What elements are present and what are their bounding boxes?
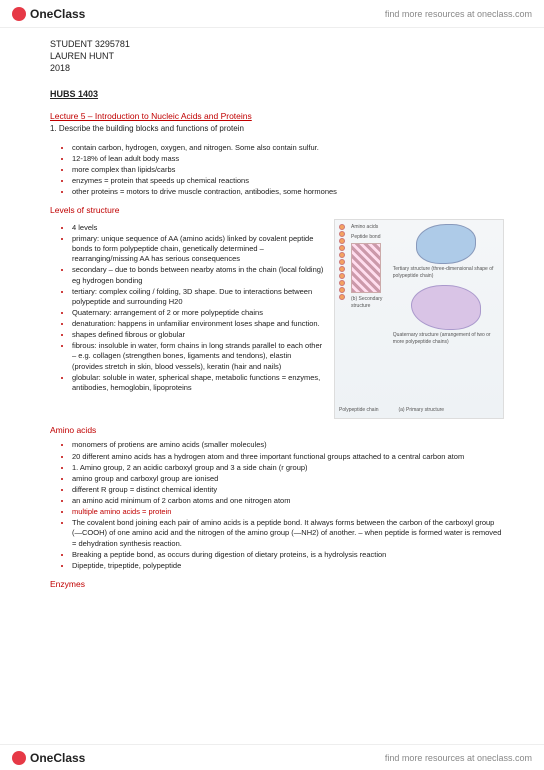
header-tagline: find more resources at oneclass.com — [385, 9, 532, 19]
tertiary-blob-icon — [416, 224, 476, 264]
list-item: Quaternary: arrangement of 2 or more pol… — [72, 308, 324, 318]
list-item: The covalent bond joining each pair of a… — [72, 518, 504, 548]
lecture-title: Lecture 5 – Introduction to Nucleic Acid… — [50, 111, 504, 122]
list-item: fibrous: insoluble in water, form chains… — [72, 341, 324, 371]
protein-structure-diagram: Amino acids Peptide bond (b) Secondary s… — [334, 219, 504, 419]
document-body: STUDENT 3295781 LAUREN HUNT 2018 HUBS 14… — [0, 28, 544, 590]
diagram-label: Polypeptide chain — [339, 407, 378, 414]
list-item: globular: soluble in water, spherical sh… — [72, 373, 324, 393]
page-header: OneClass find more resources at oneclass… — [0, 0, 544, 28]
amino-list: monomers of protiens are amino acids (sm… — [50, 440, 504, 571]
course-code: HUBS 1403 — [50, 88, 504, 100]
primary-chain-icon — [339, 224, 345, 405]
levels-diagram-col: Amino acids Peptide bond (b) Secondary s… — [334, 219, 504, 419]
logo-icon — [12, 7, 26, 21]
student-id: STUDENT 3295781 — [50, 38, 504, 50]
logo-icon — [12, 751, 26, 765]
brand-name: OneClass — [30, 7, 85, 21]
list-item: more complex than lipids/carbs — [72, 165, 504, 175]
list-item: an amino acid minimum of 2 carbon atoms … — [72, 496, 504, 506]
footer-logo: OneClass — [12, 751, 85, 765]
diagram-label: Tertiary structure (three-dimensional sh… — [393, 266, 499, 280]
list-item: primary: unique sequence of AA (amino ac… — [72, 234, 324, 264]
lecture-objective: 1. Describe the building blocks and func… — [50, 124, 504, 135]
diagram-label: (b) Secondary structure — [351, 296, 387, 310]
diagram-label: (a) Primary structure — [398, 407, 444, 414]
brand-logo: OneClass — [12, 7, 85, 21]
list-item: Breaking a peptide bond, as occurs durin… — [72, 550, 504, 560]
list-item: 20 different amino acids has a hydrogen … — [72, 452, 504, 462]
list-item: enzymes = protein that speeds up chemica… — [72, 176, 504, 186]
list-item: different R group = distinct chemical id… — [72, 485, 504, 495]
levels-list: 4 levels primary: unique sequence of AA … — [50, 223, 324, 393]
list-item: 1. Amino group, 2 an acidic carboxyl gro… — [72, 463, 504, 473]
footer-brand-name: OneClass — [30, 751, 85, 765]
list-item: shapes defined fibrous or globular — [72, 330, 324, 340]
student-block: STUDENT 3295781 LAUREN HUNT 2018 — [50, 38, 504, 74]
list-item: 12-18% of lean adult body mass — [72, 154, 504, 164]
levels-text-col: 4 levels primary: unique sequence of AA … — [50, 219, 324, 419]
diagram-label: Peptide bond — [351, 234, 387, 241]
footer-tagline: find more resources at oneclass.com — [385, 753, 532, 763]
list-item: multiple amino acids = protein — [72, 507, 504, 517]
list-item: monomers of protiens are amino acids (sm… — [72, 440, 504, 450]
diagram-label: Amino acids — [351, 224, 387, 231]
list-item: amino group and carboxyl group are ionis… — [72, 474, 504, 484]
student-year: 2018 — [50, 62, 504, 74]
list-item: denaturation: happens in unfamiliar envi… — [72, 319, 324, 329]
section-heading-levels: Levels of structure — [50, 205, 504, 216]
section-heading-enzymes: Enzymes — [50, 579, 504, 590]
helix-icon — [351, 243, 381, 293]
diagram-label: Quaternary structure (arrangement of two… — [393, 332, 499, 346]
list-item: 4 levels — [72, 223, 324, 233]
list-item: contain carbon, hydrogen, oxygen, and ni… — [72, 143, 504, 153]
list-item: secondary – due to bonds between nearby … — [72, 265, 324, 285]
list-item: Dipeptide, tripeptide, polypeptide — [72, 561, 504, 571]
levels-columns: 4 levels primary: unique sequence of AA … — [50, 219, 504, 419]
amino-section: monomers of protiens are amino acids (sm… — [50, 440, 504, 571]
student-name: LAUREN HUNT — [50, 50, 504, 62]
page-footer: OneClass find more resources at oneclass… — [0, 744, 544, 770]
quaternary-blob-icon — [411, 285, 481, 330]
list-item: other proteins = motors to drive muscle … — [72, 187, 504, 197]
intro-list: contain carbon, hydrogen, oxygen, and ni… — [50, 143, 504, 198]
list-item: tertiary: complex coiling / folding, 3D … — [72, 287, 324, 307]
section-heading-amino: Amino acids — [50, 425, 504, 436]
